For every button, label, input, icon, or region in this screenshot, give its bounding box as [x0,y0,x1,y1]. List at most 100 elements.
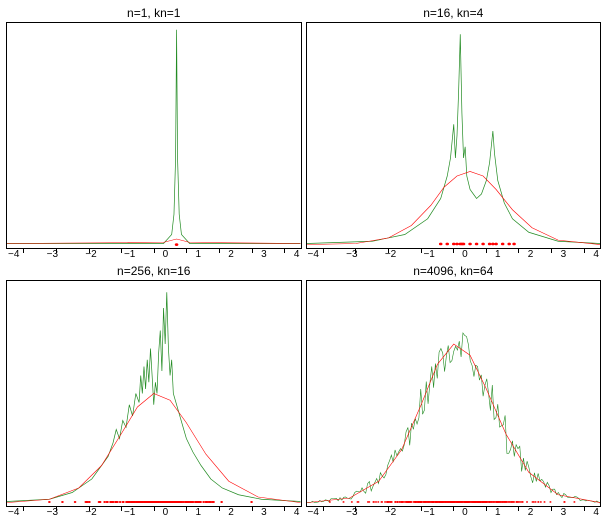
xtick-mark [388,507,389,511]
xtick-label: −1 [423,249,434,260]
xtick-mark [252,249,253,253]
scatter-dot [438,243,442,246]
panel-3-title: n=4096, kn=64 [413,264,493,278]
scatter-dot [445,501,447,503]
scatter-dot [328,501,330,503]
scatter-dot [451,501,453,503]
series-line [7,239,301,244]
xtick-mark [219,507,220,511]
panel-3: n=4096, kn=64 −4−3−2−101234 [306,264,602,518]
series-line [307,34,601,243]
xtick-mark [518,249,519,253]
xtick-mark [486,507,487,511]
panel-2-plot [6,280,302,507]
scatter-dot [512,501,514,503]
xtick-label: 3 [561,249,567,260]
scatter-dot [512,243,516,246]
panel-0-title: n=1, kn=1 [127,6,180,20]
scatter-dot [387,501,389,503]
xtick-mark [551,507,552,511]
xtick-mark [518,507,519,511]
xtick-mark [23,249,24,253]
scatter-dot [166,501,169,503]
scatter-dot [484,501,486,503]
scatter-dot [418,501,420,503]
xtick-label: −4 [8,507,19,518]
xtick-mark [154,507,155,511]
scatter-dot [474,243,478,246]
panel-1: n=16, kn=4 −4−3−2−101234 [306,6,602,260]
scatter-dot [180,501,183,503]
scatter-dot [185,501,188,503]
xtick-label: 0 [462,507,468,518]
chart-grid: n=1, kn=1 −4−3−2−101234 n=16, kn=4 −4−3−… [0,0,611,524]
scatter-dot [372,501,374,503]
xtick-mark [421,507,422,511]
scatter-dot [439,501,441,503]
scatter-dot [405,501,407,503]
scatter-dot [141,501,144,503]
xtick-mark [584,507,585,511]
scatter-dot [451,243,455,246]
xtick-mark [323,249,324,253]
xtick-mark [388,249,389,253]
scatter-dot [380,501,382,503]
scatter-dot [389,501,391,503]
xtick-label: −2 [85,507,96,518]
xtick-label: 4 [593,249,599,260]
scatter-dot [473,501,475,503]
xtick-label: 3 [561,507,567,518]
scatter-dot [171,501,174,503]
series-line [307,333,601,503]
scatter-dot [492,501,494,503]
scatter-dot [250,501,253,503]
scatter-dot [119,501,122,503]
scatter-dot [74,501,77,503]
scatter-dot [506,501,508,503]
xtick-label: 2 [228,249,234,260]
scatter-dot [164,501,167,503]
xtick-mark [355,249,356,253]
scatter-dot [145,501,148,503]
xtick-label: 3 [261,249,267,260]
xtick-mark [121,249,122,253]
scatter-dot [366,501,368,503]
scatter-dot [478,501,480,503]
panel-1-title: n=16, kn=4 [423,6,483,20]
scatter-dot [155,501,158,503]
scatter-dot [109,501,112,503]
scatter-dot [374,501,376,503]
xtick-mark [89,507,90,511]
xtick-label: 0 [163,249,169,260]
scatter-dot [205,501,208,503]
xtick-mark [284,249,285,253]
xtick-label: 4 [593,507,599,518]
scatter-dot [534,501,536,503]
scatter-dot [481,501,483,503]
scatter-dot [356,501,358,503]
scatter-dot [147,501,150,503]
xtick-mark [486,249,487,253]
scatter-dot [508,501,510,503]
xtick-mark [453,249,454,253]
xtick-label: 4 [294,507,300,518]
scatter-dot [488,501,490,503]
scatter-dot [414,501,416,503]
scatter-dot [122,501,125,503]
scatter-dot [539,501,541,503]
xtick-label: −4 [308,249,319,260]
scatter-dot [423,501,425,503]
xtick-mark [323,507,324,511]
xtick-mark [56,507,57,511]
scatter-dot [507,243,511,246]
scatter-dot [431,501,433,503]
scatter-dot [487,243,491,246]
xtick-label: 1 [495,249,501,260]
scatter-dot [61,501,64,503]
panel-2-title: n=256, kn=16 [117,264,190,278]
xtick-label: 1 [195,249,201,260]
xtick-label: −1 [124,507,135,518]
xtick-label: −2 [385,507,396,518]
scatter-dot [549,501,551,503]
scatter-dot [461,243,465,246]
